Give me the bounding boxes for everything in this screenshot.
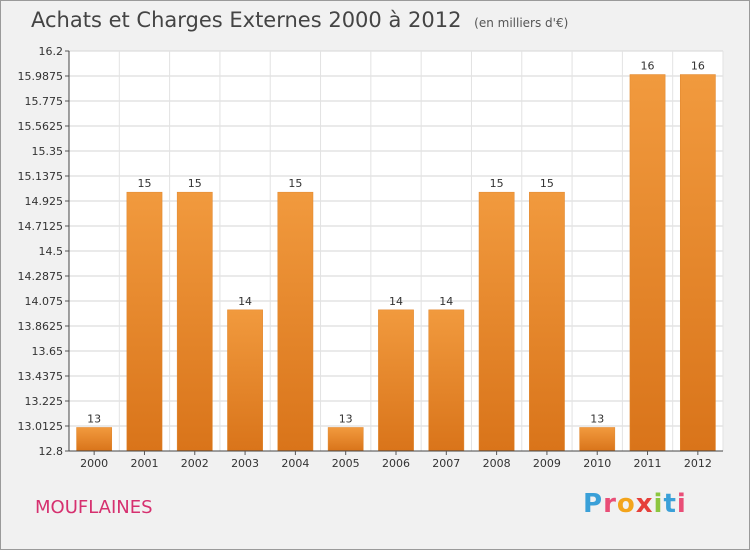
bars — [76, 74, 716, 452]
value-label: 16 — [691, 60, 705, 73]
logo-letter: i — [676, 489, 687, 519]
y-tick-label: 15.775 — [25, 95, 64, 108]
bar-2006 — [378, 309, 414, 452]
logo-letter: x — [635, 489, 654, 519]
y-tick-label: 13.0125 — [18, 420, 64, 433]
y-tick-label: 13.225 — [25, 395, 64, 408]
y-tick-label: 14.925 — [25, 195, 64, 208]
y-tick-label: 13.8625 — [18, 320, 64, 333]
value-label: 13 — [590, 412, 604, 425]
y-tick-label: 16.2 — [39, 45, 64, 58]
logo-letter: i — [653, 489, 664, 519]
bar-2012 — [679, 74, 716, 452]
bar-2001 — [126, 191, 163, 452]
x-tick-labels: 2000 2001 2002 2003 2004 2005 2006 2007 2008 2009… — [80, 451, 712, 470]
value-label: 15 — [490, 177, 504, 190]
value-label: 14 — [389, 295, 403, 308]
value-label: 13 — [339, 412, 353, 425]
title-text: Achats et Charges Externes 2000 à 2012 — [31, 8, 462, 32]
y-tick-label: 15.9875 — [18, 70, 64, 83]
value-label: 15 — [188, 177, 202, 190]
proxiti-logo: Proxiti — [583, 489, 687, 519]
x-tick-label: 2011 — [634, 457, 662, 470]
bar-2009 — [529, 191, 565, 452]
x-tick-label: 2001 — [130, 457, 158, 470]
y-tick-label: 12.8 — [39, 445, 64, 458]
bar-2007 — [428, 309, 465, 452]
y-tick-label: 15.35 — [32, 145, 64, 158]
x-tick-label: 2010 — [583, 457, 611, 470]
x-tick-label: 2003 — [231, 457, 259, 470]
y-tick-label: 14.075 — [25, 295, 64, 308]
x-tick-label: 2002 — [181, 457, 209, 470]
value-label: 14 — [238, 295, 252, 308]
y-tick-label: 15.1375 — [18, 170, 64, 183]
x-tick-label: 2008 — [483, 457, 511, 470]
value-label: 16 — [641, 60, 655, 73]
bar-2000 — [76, 427, 113, 452]
bar-2003 — [227, 309, 263, 452]
unit-subtitle: (en milliers d'€) — [474, 16, 569, 30]
logo-letter: o — [616, 489, 636, 519]
logo-letter: t — [663, 489, 677, 519]
x-tick-label: 2006 — [382, 457, 410, 470]
value-label: 13 — [87, 412, 101, 425]
logo-letter: P — [583, 489, 604, 519]
x-tick-label: 2004 — [281, 457, 309, 470]
commune-name: MOUFLAINES — [35, 497, 153, 518]
bar-2010 — [579, 427, 616, 452]
bar-2011 — [629, 74, 666, 452]
x-tick-label: 2000 — [80, 457, 108, 470]
x-tick-label: 2012 — [684, 457, 712, 470]
value-label: 14 — [439, 295, 453, 308]
y-tick-labels: 12.8 13.0125 13.225 13.4375 13.65 13.8625 14.0… — [18, 45, 64, 458]
bar-2005 — [327, 427, 364, 452]
y-tick-label: 14.5 — [39, 245, 64, 258]
y-tick-label: 13.4375 — [18, 370, 64, 383]
x-tick-label: 2007 — [432, 457, 460, 470]
value-labels: 13 15 15 14 15 13 14 14 15 15 13 16 16 — [87, 60, 705, 426]
x-tick-label: 2005 — [332, 457, 360, 470]
value-label: 15 — [137, 177, 151, 190]
bar-2004 — [277, 191, 314, 452]
y-tick-label: 15.5625 — [18, 120, 64, 133]
logo-letter: r — [603, 489, 617, 519]
y-tick-label: 14.2875 — [18, 270, 64, 283]
value-label: 15 — [540, 177, 554, 190]
bar-2002 — [176, 191, 213, 452]
y-tick-label: 13.65 — [32, 345, 64, 358]
bar-2008 — [478, 191, 515, 452]
y-tick-label: 14.7125 — [18, 220, 64, 233]
value-label: 15 — [288, 177, 302, 190]
x-tick-label: 2009 — [533, 457, 561, 470]
chart-title: Achats et Charges Externes 2000 à 2012 (… — [31, 8, 568, 32]
